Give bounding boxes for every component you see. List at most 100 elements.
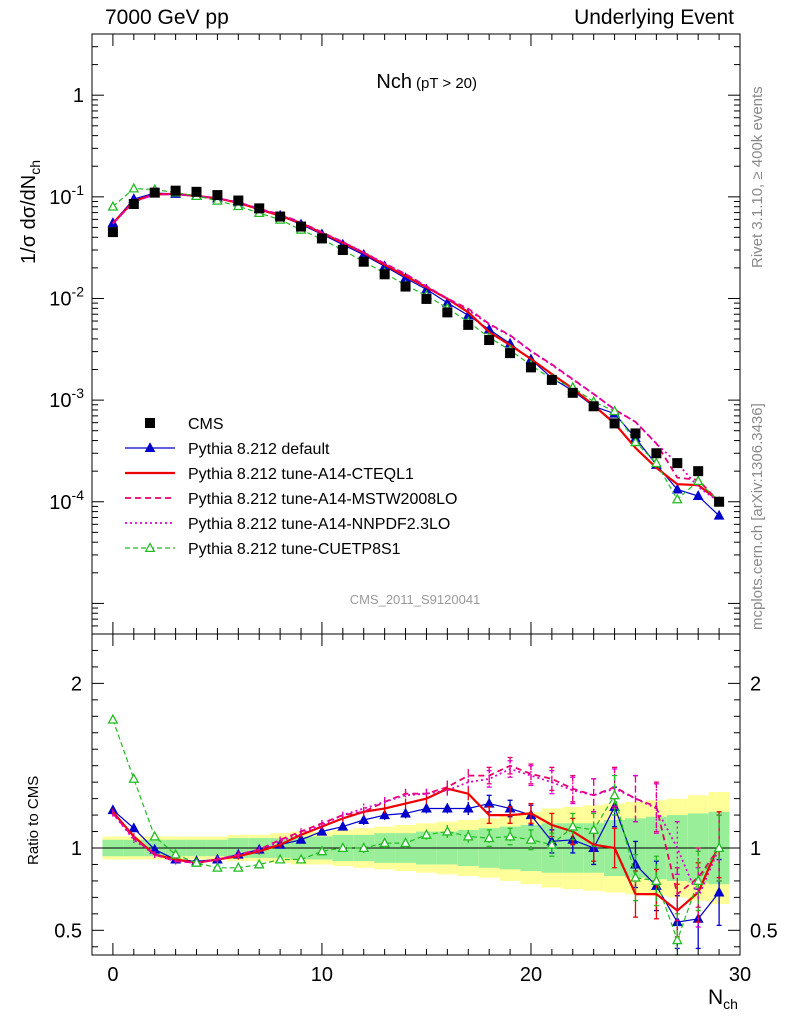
legend-label: Pythia 8.212 tune-A14-NNPDF2.3LO [188,516,450,533]
series-marker [337,842,349,853]
series-line-ratio [112,719,720,943]
series-marker [144,442,156,453]
y-tick-base: 10 [49,187,71,209]
data-point [484,335,495,346]
series-marker [212,194,223,205]
series-marker [483,797,495,808]
data-point [233,195,244,206]
legend-label: Pythia 8.212 tune-CUETP8S1 [188,541,401,558]
series-marker [128,822,140,833]
y-tick-base: 10 [49,492,71,514]
series-marker [170,848,181,859]
legend-label: Pythia 8.212 tune-A14-CTEQL1 [188,466,414,483]
series-marker [713,842,725,853]
header-right: Underlying Event [574,6,734,29]
y-tick-base: 10 [49,288,71,310]
chart-title: Nch [376,71,412,93]
ratio-tick-label-left: 0.5 [54,920,82,942]
x-tick-label: 20 [520,964,542,986]
ratio-uncertainty-bands [92,792,740,904]
ratio-tick-label-right: 1 [750,838,761,860]
ratio-tick-label-right: 2 [750,673,761,695]
data-point [442,307,453,318]
series-marker [149,830,161,841]
ratio-tick-label-right: 0.5 [750,920,778,942]
y-tick-exponent: -3 [72,385,85,401]
series-marker [671,934,683,945]
analysis-id: CMS_2011_S9120041 [350,592,481,607]
series-marker [692,875,704,885]
y-tick-label: 10-1 [49,182,84,209]
data-point [525,362,536,373]
data-point [275,211,286,222]
series-marker [588,824,600,834]
y-axis-label: 1/σ dσ/dNch [18,160,43,264]
ratio-tick-label-left: 1 [71,838,82,860]
data-point [672,458,683,469]
series-marker [400,837,411,848]
series-marker [421,802,432,813]
y-tick-label: 10-4 [49,487,84,514]
series-marker [609,405,620,416]
legend: CMS Pythia 8.212 default Pythia 8.212 tune… [125,416,457,558]
data-point [358,256,369,267]
series-marker [379,837,391,848]
data-point [170,185,181,196]
data-point [107,227,118,238]
data-point [212,190,223,201]
y-tick-label: 10-2 [49,283,84,310]
legend-label: CMS [188,416,224,433]
ratio-frame [91,633,741,956]
x-axis-label: Nch [708,986,738,1012]
data-point [379,269,390,280]
data-point [337,244,348,255]
legend-label: Pythia 8.212 tune-A14-MSTW2008LO [188,491,457,508]
series-marker [713,886,725,897]
series-marker [107,713,119,724]
series-marker [191,856,202,867]
x-tick-label: 30 [729,964,751,986]
series-marker [128,772,140,783]
series-marker [212,861,223,872]
data-point [421,293,432,304]
series-marker [295,853,307,864]
data-point [149,187,160,198]
data-point [254,203,265,214]
series-marker [630,871,641,882]
series-marker [107,200,119,211]
series-line-ratio [112,764,720,896]
series-marker [692,475,704,486]
data-point [546,374,557,385]
series-marker [274,853,286,864]
series-marker [358,814,370,825]
series-marker [567,820,579,831]
series-marker [651,457,662,468]
data-point [651,448,662,459]
y-tick-exponent: -4 [72,487,85,503]
x-tick-label: 0 [107,964,118,986]
y-tick-label: 10-3 [49,385,84,412]
ratio-y-axis-label: Ratio to CMS [25,776,42,865]
series-marker [316,845,328,856]
series-marker [128,182,140,193]
series-marker [441,802,453,813]
series-marker [316,825,328,836]
data-point [588,401,599,412]
data-point [316,233,327,244]
series-marker [504,830,516,841]
series-line-ratio [112,787,721,913]
series-marker [358,842,370,853]
y-tick-label: 1 [73,85,84,107]
data-point [400,281,411,292]
rivet-info: Rivet 3.1.10, ≥ 400k events [749,86,766,268]
series-marker [232,861,244,872]
y-tick-base: 10 [49,390,71,412]
mcplots-info: mcplots.cern.ch [arXiv:1306.3436] [749,403,766,630]
series-marker [337,820,349,831]
series-marker [483,832,495,843]
series-marker [295,833,307,844]
series-marker [400,807,411,818]
ratio-tick-label-left: 2 [71,673,82,695]
series-marker [713,509,725,520]
